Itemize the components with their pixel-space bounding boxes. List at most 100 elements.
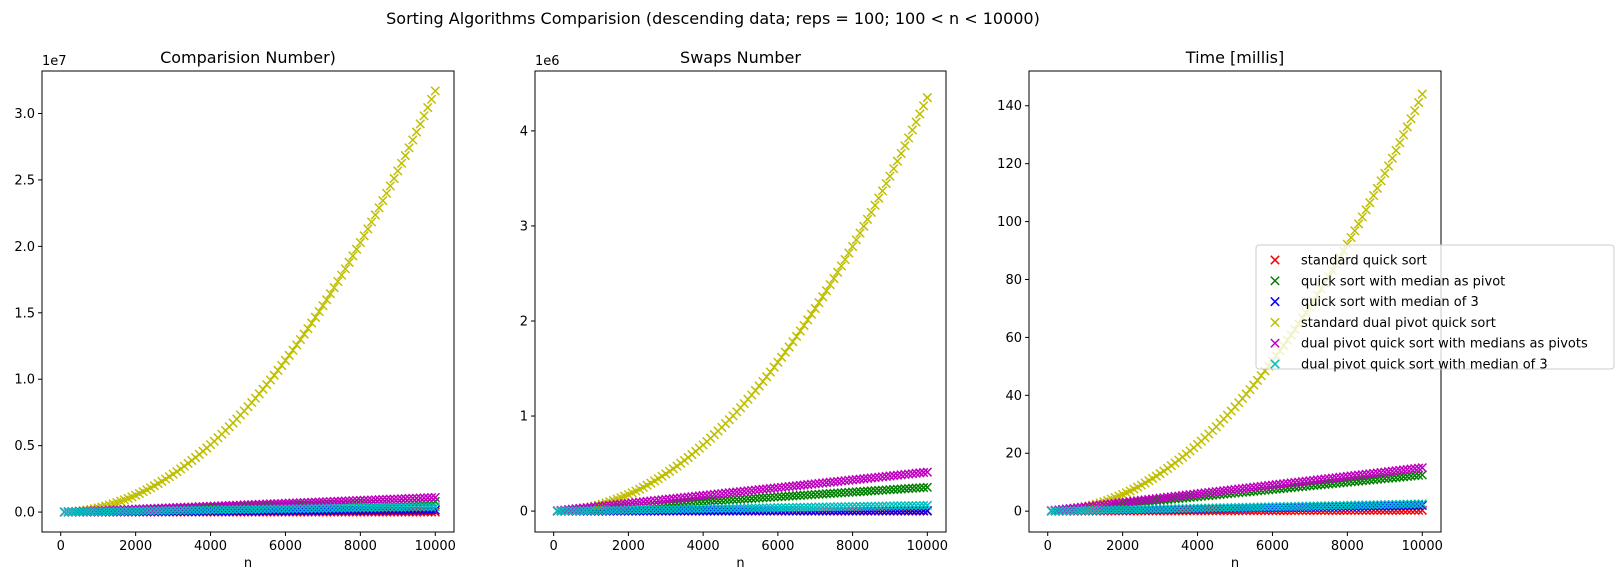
- data-point: [404, 493, 414, 504]
- x-tick-label: 6000: [761, 539, 794, 554]
- data-point: [1189, 503, 1199, 514]
- y-tick-label: 4: [520, 124, 528, 139]
- data-point: [351, 495, 362, 506]
- data-point: [578, 505, 589, 516]
- data-point: [799, 490, 809, 500]
- data-point: [430, 492, 441, 503]
- data-point: [769, 502, 779, 513]
- data-point: [780, 482, 791, 492]
- data-point: [408, 493, 418, 504]
- data-point: [631, 505, 641, 515]
- data-point: [288, 504, 298, 514]
- data-point: [355, 503, 366, 513]
- data-point: [806, 309, 817, 319]
- data-point: [821, 489, 832, 499]
- data-point: [866, 501, 877, 511]
- data-point: [661, 494, 671, 505]
- data-point: [1222, 502, 1233, 513]
- y-tick-label: 3.0: [14, 107, 35, 122]
- data-point: [851, 501, 862, 512]
- data-point: [63, 507, 73, 517]
- data-point: [1335, 500, 1345, 511]
- data-point: [1204, 503, 1214, 513]
- data-point: [653, 504, 664, 515]
- data-point: [1413, 470, 1424, 481]
- data-point: [318, 300, 328, 311]
- data-point: [396, 494, 407, 504]
- data-point: [750, 503, 761, 513]
- data-point: [130, 506, 141, 516]
- data-point: [791, 331, 802, 342]
- data-point: [810, 489, 820, 500]
- data-point: [370, 502, 381, 513]
- data-point: [870, 501, 880, 511]
- data-point: [385, 181, 396, 191]
- data-point: [844, 248, 854, 258]
- data-point: [874, 193, 884, 203]
- data-point: [378, 195, 388, 206]
- data-point: [250, 504, 261, 515]
- data-point: [918, 467, 929, 478]
- data-point: [1391, 145, 1401, 156]
- data-point: [582, 505, 593, 516]
- data-point: [907, 468, 918, 479]
- data-point: [299, 503, 309, 514]
- data-point: [366, 495, 377, 505]
- data-point: [1271, 502, 1281, 512]
- data-point: [732, 503, 742, 514]
- data-point: [205, 505, 216, 515]
- data-point: [1368, 500, 1379, 510]
- legend-entry-label: quick sort with median of 3: [1301, 295, 1479, 310]
- data-point: [851, 487, 862, 497]
- data-point: [732, 487, 742, 497]
- data-point: [840, 254, 850, 265]
- data-point: [683, 492, 693, 502]
- data-point: [668, 493, 678, 504]
- data-point: [743, 503, 753, 513]
- data-point: [93, 506, 103, 517]
- y-tick-label: 1.0: [14, 373, 35, 388]
- data-point: [336, 270, 347, 280]
- data-point: [1413, 499, 1424, 509]
- data-point: [888, 470, 899, 481]
- data-point: [567, 506, 578, 516]
- data-point: [881, 471, 891, 482]
- x-tick-label: 4000: [194, 539, 227, 554]
- data-point: [1170, 503, 1180, 514]
- data-point: [232, 504, 242, 515]
- legend-entry-label: standard dual pivot quick sort: [1301, 316, 1496, 331]
- data-point: [642, 504, 652, 515]
- data-point: [1248, 502, 1259, 512]
- data-point: [795, 490, 806, 501]
- data-point: [799, 320, 809, 331]
- data-point: [821, 502, 832, 512]
- series-dual-pivot-quick-sort-with-median-of-3: [59, 502, 441, 517]
- y-tick-label: 80: [1005, 273, 1022, 288]
- data-point: [776, 482, 787, 493]
- data-point: [1211, 503, 1222, 513]
- data-point: [918, 482, 929, 493]
- data-point: [896, 148, 906, 159]
- data-point: [881, 485, 891, 495]
- data-point: [791, 502, 802, 513]
- data-point: [423, 102, 433, 113]
- data-point: [1050, 506, 1060, 516]
- data-point: [366, 217, 377, 227]
- data-point: [784, 342, 794, 352]
- data-point: [1230, 502, 1240, 513]
- data-point: [1395, 499, 1405, 510]
- data-point: [732, 494, 742, 505]
- data-point: [765, 503, 776, 513]
- series-standard-dual-pivot-quick-sort: [59, 86, 441, 517]
- data-point: [1372, 183, 1383, 193]
- data-point: [333, 503, 343, 513]
- data-point: [806, 502, 817, 512]
- data-point: [310, 503, 321, 514]
- data-point: [859, 501, 869, 512]
- data-point: [374, 502, 384, 513]
- data-point: [1245, 502, 1255, 512]
- data-point: [720, 495, 731, 505]
- data-point: [604, 505, 615, 515]
- data-point: [829, 502, 839, 512]
